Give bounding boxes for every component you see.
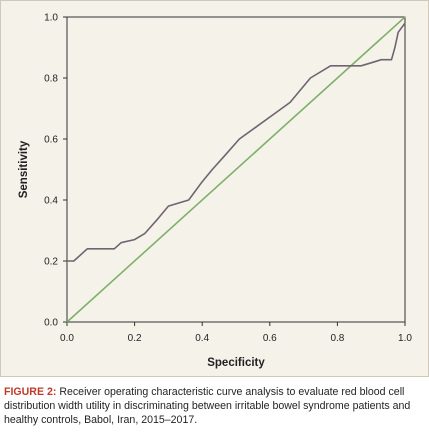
- y-axis-title: Sensitivity: [18, 140, 30, 198]
- y-tick-label: 0.6: [44, 135, 58, 146]
- y-tick-label: 0.8: [44, 74, 58, 85]
- y-tick-label: 0.0: [44, 318, 58, 329]
- figure-label: FIGURE 2:: [4, 386, 57, 398]
- chart-frame: 0.0 0.2 0.4 0.6 0.8 1.0 0.0 0.2 0.4 0.6 0.8 1.0 Spec…: [0, 0, 429, 377]
- x-tick-label: 0.4: [195, 333, 209, 344]
- caption-text: Receiver operating characteristic curve …: [4, 386, 411, 426]
- y-tick-label: 0.4: [44, 196, 58, 207]
- figure-caption: FIGURE 2: Receiver operating characteris…: [4, 385, 425, 427]
- x-tick-label: 0.0: [60, 333, 74, 344]
- x-tick-label: 0.2: [128, 333, 142, 344]
- y-tick-label: 1.0: [44, 13, 58, 24]
- x-tick-label: 1.0: [398, 333, 412, 344]
- roc-curve-line: [67, 22, 406, 262]
- reference-diagonal-line: [66, 16, 406, 323]
- x-tick-label: 0.8: [330, 333, 344, 344]
- x-tick-label: 0.6: [263, 333, 277, 344]
- x-axis-title: Specificity: [207, 357, 265, 369]
- y-tick-label: 0.2: [44, 257, 58, 268]
- roc-chart: 0.0 0.2 0.4 0.6 0.8 1.0 0.0 0.2 0.4 0.6 0.8 1.0 Spec…: [18, 13, 412, 370]
